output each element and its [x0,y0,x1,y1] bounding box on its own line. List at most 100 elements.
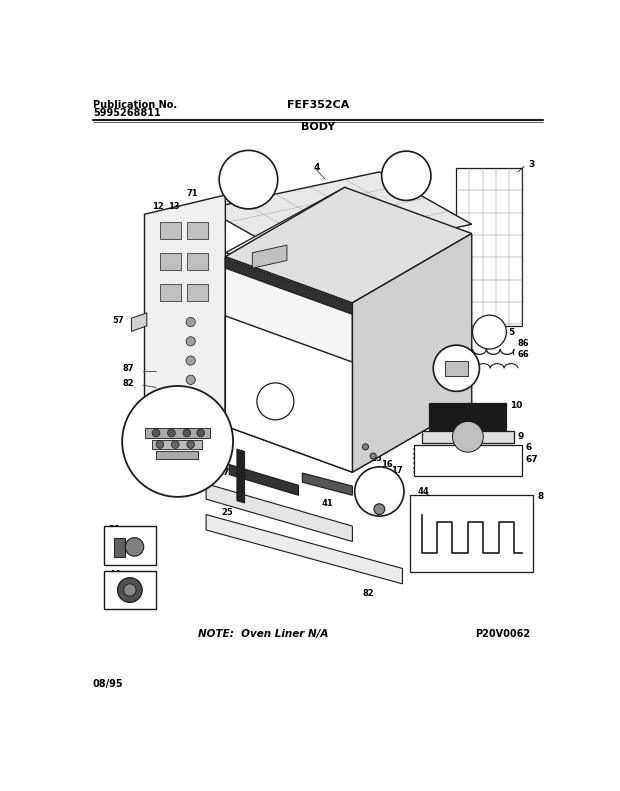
Polygon shape [303,473,352,495]
Circle shape [355,467,404,516]
Polygon shape [156,452,198,459]
Polygon shape [104,571,156,609]
Text: 29: 29 [450,364,463,373]
Text: 44: 44 [108,570,121,579]
Polygon shape [456,168,522,326]
Polygon shape [225,316,352,472]
Polygon shape [225,187,472,303]
Polygon shape [445,361,468,376]
Text: 7: 7 [223,467,229,477]
Text: 4: 4 [314,163,321,172]
Text: 30A: 30A [239,175,258,184]
Circle shape [453,422,484,452]
Text: 3: 3 [528,160,534,168]
Circle shape [363,444,368,450]
Polygon shape [113,538,125,557]
Text: 66: 66 [518,350,529,359]
Circle shape [118,577,142,603]
Text: 68: 68 [382,259,393,267]
Text: 82: 82 [123,379,135,388]
Circle shape [186,317,195,327]
Polygon shape [160,283,182,301]
Text: 86: 86 [518,339,529,348]
Text: 6: 6 [526,443,532,452]
Text: 87: 87 [123,364,135,373]
Polygon shape [144,428,210,437]
Circle shape [187,441,195,448]
Text: 62: 62 [167,419,179,428]
Polygon shape [160,253,182,270]
Text: 21: 21 [108,525,121,535]
Circle shape [124,584,136,596]
Polygon shape [206,484,352,542]
Text: 71: 71 [187,189,198,198]
Polygon shape [206,515,402,584]
Text: 67: 67 [526,455,538,464]
Text: 14: 14 [363,446,374,455]
Circle shape [382,151,431,200]
Polygon shape [144,195,225,445]
Circle shape [122,386,233,497]
Polygon shape [422,431,514,443]
Text: 58: 58 [237,498,249,508]
Polygon shape [104,526,156,565]
Polygon shape [187,283,208,301]
Text: 8: 8 [537,492,544,501]
Text: 5995268811: 5995268811 [93,108,161,118]
Text: 25: 25 [221,508,233,517]
Polygon shape [410,495,533,573]
Polygon shape [414,445,522,476]
Text: 59: 59 [373,487,386,496]
Circle shape [374,504,385,515]
Polygon shape [152,440,202,449]
Text: 63: 63 [167,454,179,463]
Circle shape [167,429,175,437]
Polygon shape [225,258,352,314]
Polygon shape [131,312,147,331]
Text: 12: 12 [152,202,164,211]
Polygon shape [187,222,208,239]
Text: 13: 13 [167,202,179,211]
Polygon shape [225,187,410,286]
Text: 08/95: 08/95 [93,679,123,689]
Polygon shape [237,449,245,503]
Circle shape [125,538,144,556]
Text: 10: 10 [510,401,523,410]
Text: 80: 80 [265,244,277,253]
Circle shape [183,429,191,437]
Text: 18: 18 [371,274,383,282]
Text: 41: 41 [322,498,334,508]
Text: BODY: BODY [301,123,335,132]
Circle shape [156,441,164,448]
Text: 30: 30 [400,172,412,180]
Circle shape [370,453,376,459]
Text: P20V0062: P20V0062 [476,629,531,639]
Polygon shape [430,403,507,430]
Text: 58C: 58C [358,298,376,308]
Text: Publication No.: Publication No. [93,100,177,110]
Circle shape [433,345,479,392]
Text: 17: 17 [391,466,402,475]
Text: FEF352CA: FEF352CA [286,100,349,110]
Text: 37: 37 [283,368,294,377]
Polygon shape [206,172,472,261]
Polygon shape [160,222,182,239]
Text: 5: 5 [508,327,515,337]
Circle shape [172,441,179,448]
Text: 57: 57 [112,316,124,325]
Text: 15: 15 [370,454,382,463]
Polygon shape [187,253,208,270]
Text: 58A: 58A [358,316,376,325]
Text: 16: 16 [381,460,392,469]
Text: 9: 9 [518,432,525,441]
Polygon shape [252,245,287,268]
Circle shape [219,150,278,209]
Text: 44: 44 [418,487,430,496]
Circle shape [186,375,195,384]
Text: NOTE:  Oven Liner N/A: NOTE: Oven Liner N/A [198,629,329,639]
Polygon shape [229,464,298,495]
Polygon shape [352,233,472,472]
Polygon shape [225,256,352,472]
Text: 72: 72 [270,397,281,406]
Circle shape [257,383,294,420]
